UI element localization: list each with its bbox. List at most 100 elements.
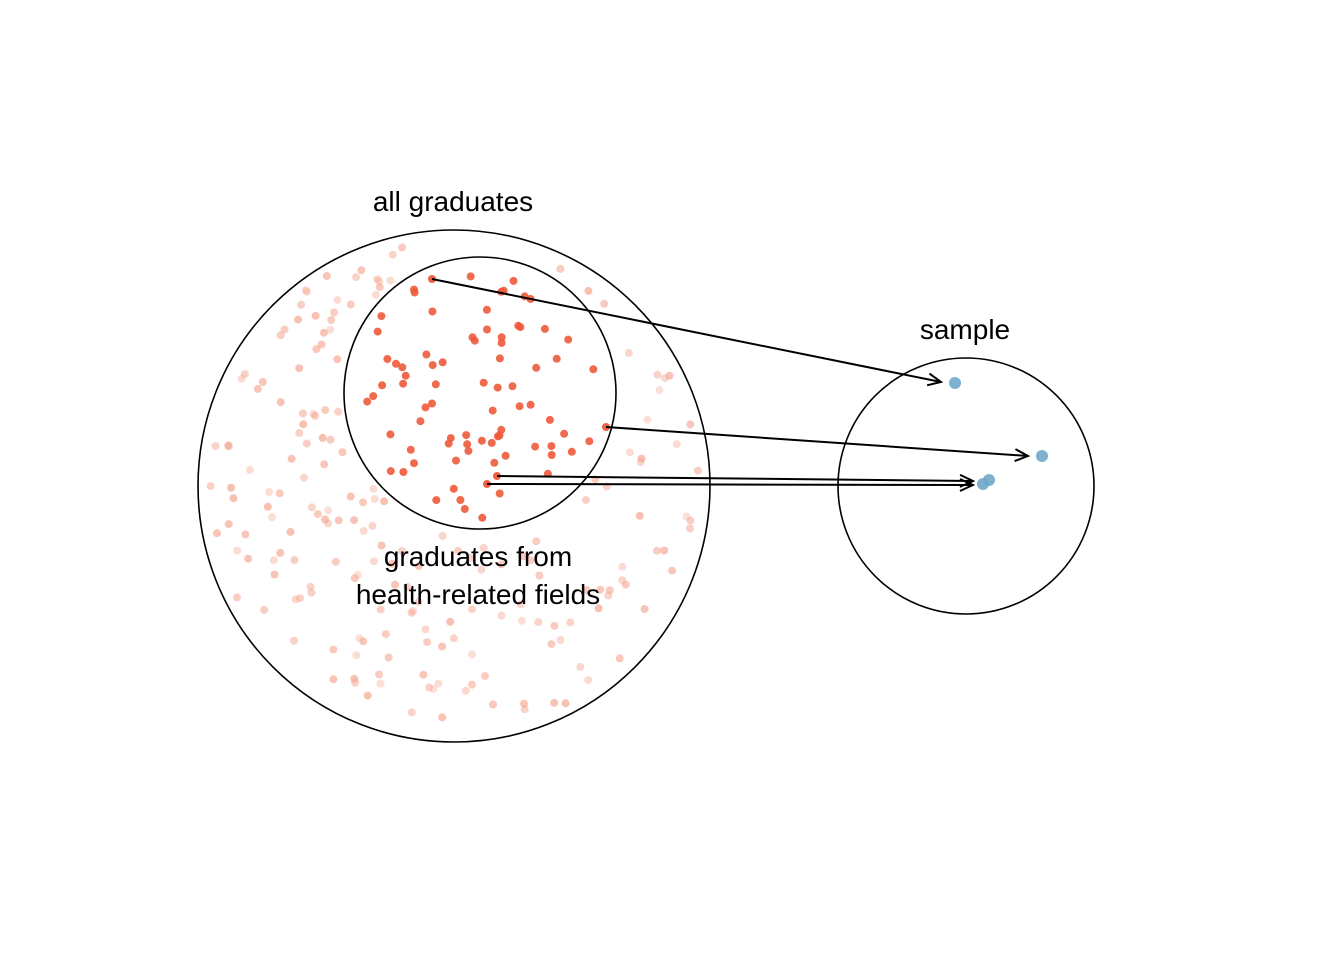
population-point: [520, 699, 528, 708]
subgroup-points: [363, 272, 610, 522]
subgroup-point: [401, 371, 410, 380]
population-point: [290, 636, 299, 645]
subgroup-point: [406, 445, 415, 454]
population-point: [276, 548, 285, 557]
subgroup-point: [421, 403, 430, 412]
subgroup-point: [399, 468, 408, 476]
population-points: [206, 243, 702, 722]
population-point: [409, 607, 418, 615]
subgroup-point: [564, 335, 573, 344]
population-circle: [197, 229, 711, 743]
population-point: [446, 617, 455, 626]
population-point: [322, 272, 331, 281]
population-point: [334, 516, 343, 525]
subgroup-point: [495, 354, 504, 363]
population-point: [600, 299, 609, 308]
population-point: [468, 680, 476, 689]
sample-point: [949, 377, 961, 389]
subgroup-point: [386, 467, 395, 476]
population-point: [350, 516, 359, 525]
population-point: [318, 433, 327, 442]
population-point: [556, 636, 565, 644]
population-point: [321, 406, 330, 414]
subgroup-point: [540, 324, 549, 333]
subgroup-point: [585, 437, 594, 446]
population-point: [333, 296, 342, 305]
subgroup-point: [479, 378, 488, 387]
population-point: [327, 316, 336, 325]
subgroup-point: [452, 456, 460, 465]
population-point: [299, 420, 308, 429]
population-point: [660, 546, 669, 555]
subgroup-point: [547, 442, 556, 451]
population-point: [290, 556, 299, 565]
population-point: [213, 529, 221, 538]
population-point: [615, 654, 624, 663]
population-point: [388, 559, 397, 568]
population-point: [550, 621, 559, 630]
population-point: [407, 608, 416, 617]
population-point: [320, 460, 329, 469]
population-point: [326, 435, 335, 444]
population-point: [419, 670, 428, 679]
population-point: [346, 492, 355, 501]
population-point: [324, 506, 333, 515]
subgroup-point: [477, 436, 486, 445]
population-point: [621, 580, 630, 589]
population-point: [398, 243, 407, 252]
subgroup-point: [363, 397, 372, 406]
population-point: [224, 442, 233, 451]
subgroup-point: [567, 447, 576, 456]
population-point: [373, 275, 382, 284]
population-point: [319, 328, 328, 337]
population-point: [287, 454, 296, 463]
population-point: [369, 484, 378, 493]
sample-point: [977, 478, 989, 490]
population-point: [643, 415, 652, 424]
population-point: [466, 554, 475, 563]
subgroup-point: [483, 325, 491, 334]
population-point: [346, 300, 355, 309]
population-point: [576, 662, 585, 671]
subgroup-label-line-2: health-related fields: [356, 579, 600, 610]
subgroup-point: [432, 496, 441, 505]
population-point: [682, 512, 691, 521]
subgroup-point: [466, 272, 475, 281]
subgroup-point: [482, 305, 491, 314]
subgroup-point: [493, 432, 502, 441]
subgroup-point: [422, 350, 431, 359]
population-point: [479, 543, 488, 552]
subgroup-point: [545, 415, 554, 424]
population-point: [481, 672, 489, 680]
population-point: [421, 625, 430, 634]
population-point: [566, 618, 575, 627]
population-point: [329, 675, 338, 684]
subgroup-point: [514, 321, 523, 330]
population-point: [434, 679, 443, 688]
subgroup-point: [515, 402, 524, 411]
population-point: [317, 340, 326, 349]
population-point: [297, 300, 306, 309]
population-point: [429, 685, 438, 693]
population-point: [350, 574, 359, 583]
sampling-arrow: [496, 476, 973, 481]
population-point: [276, 331, 285, 340]
population-point: [211, 442, 220, 451]
population-point: [363, 691, 372, 700]
population-point: [376, 679, 385, 688]
subgroup-point: [488, 406, 497, 415]
population-label: all graduates: [373, 186, 533, 217]
population-point: [489, 700, 497, 709]
subgroup-point: [589, 365, 598, 374]
subgroup-point: [410, 459, 418, 468]
population-point: [245, 466, 254, 474]
sample-point: [1036, 450, 1048, 462]
population-point: [295, 429, 304, 437]
population-point: [672, 440, 681, 449]
population-point: [660, 374, 669, 382]
subgroup-point: [398, 363, 407, 372]
population-point: [380, 497, 389, 506]
population-point: [303, 288, 312, 296]
population-point: [253, 384, 262, 393]
